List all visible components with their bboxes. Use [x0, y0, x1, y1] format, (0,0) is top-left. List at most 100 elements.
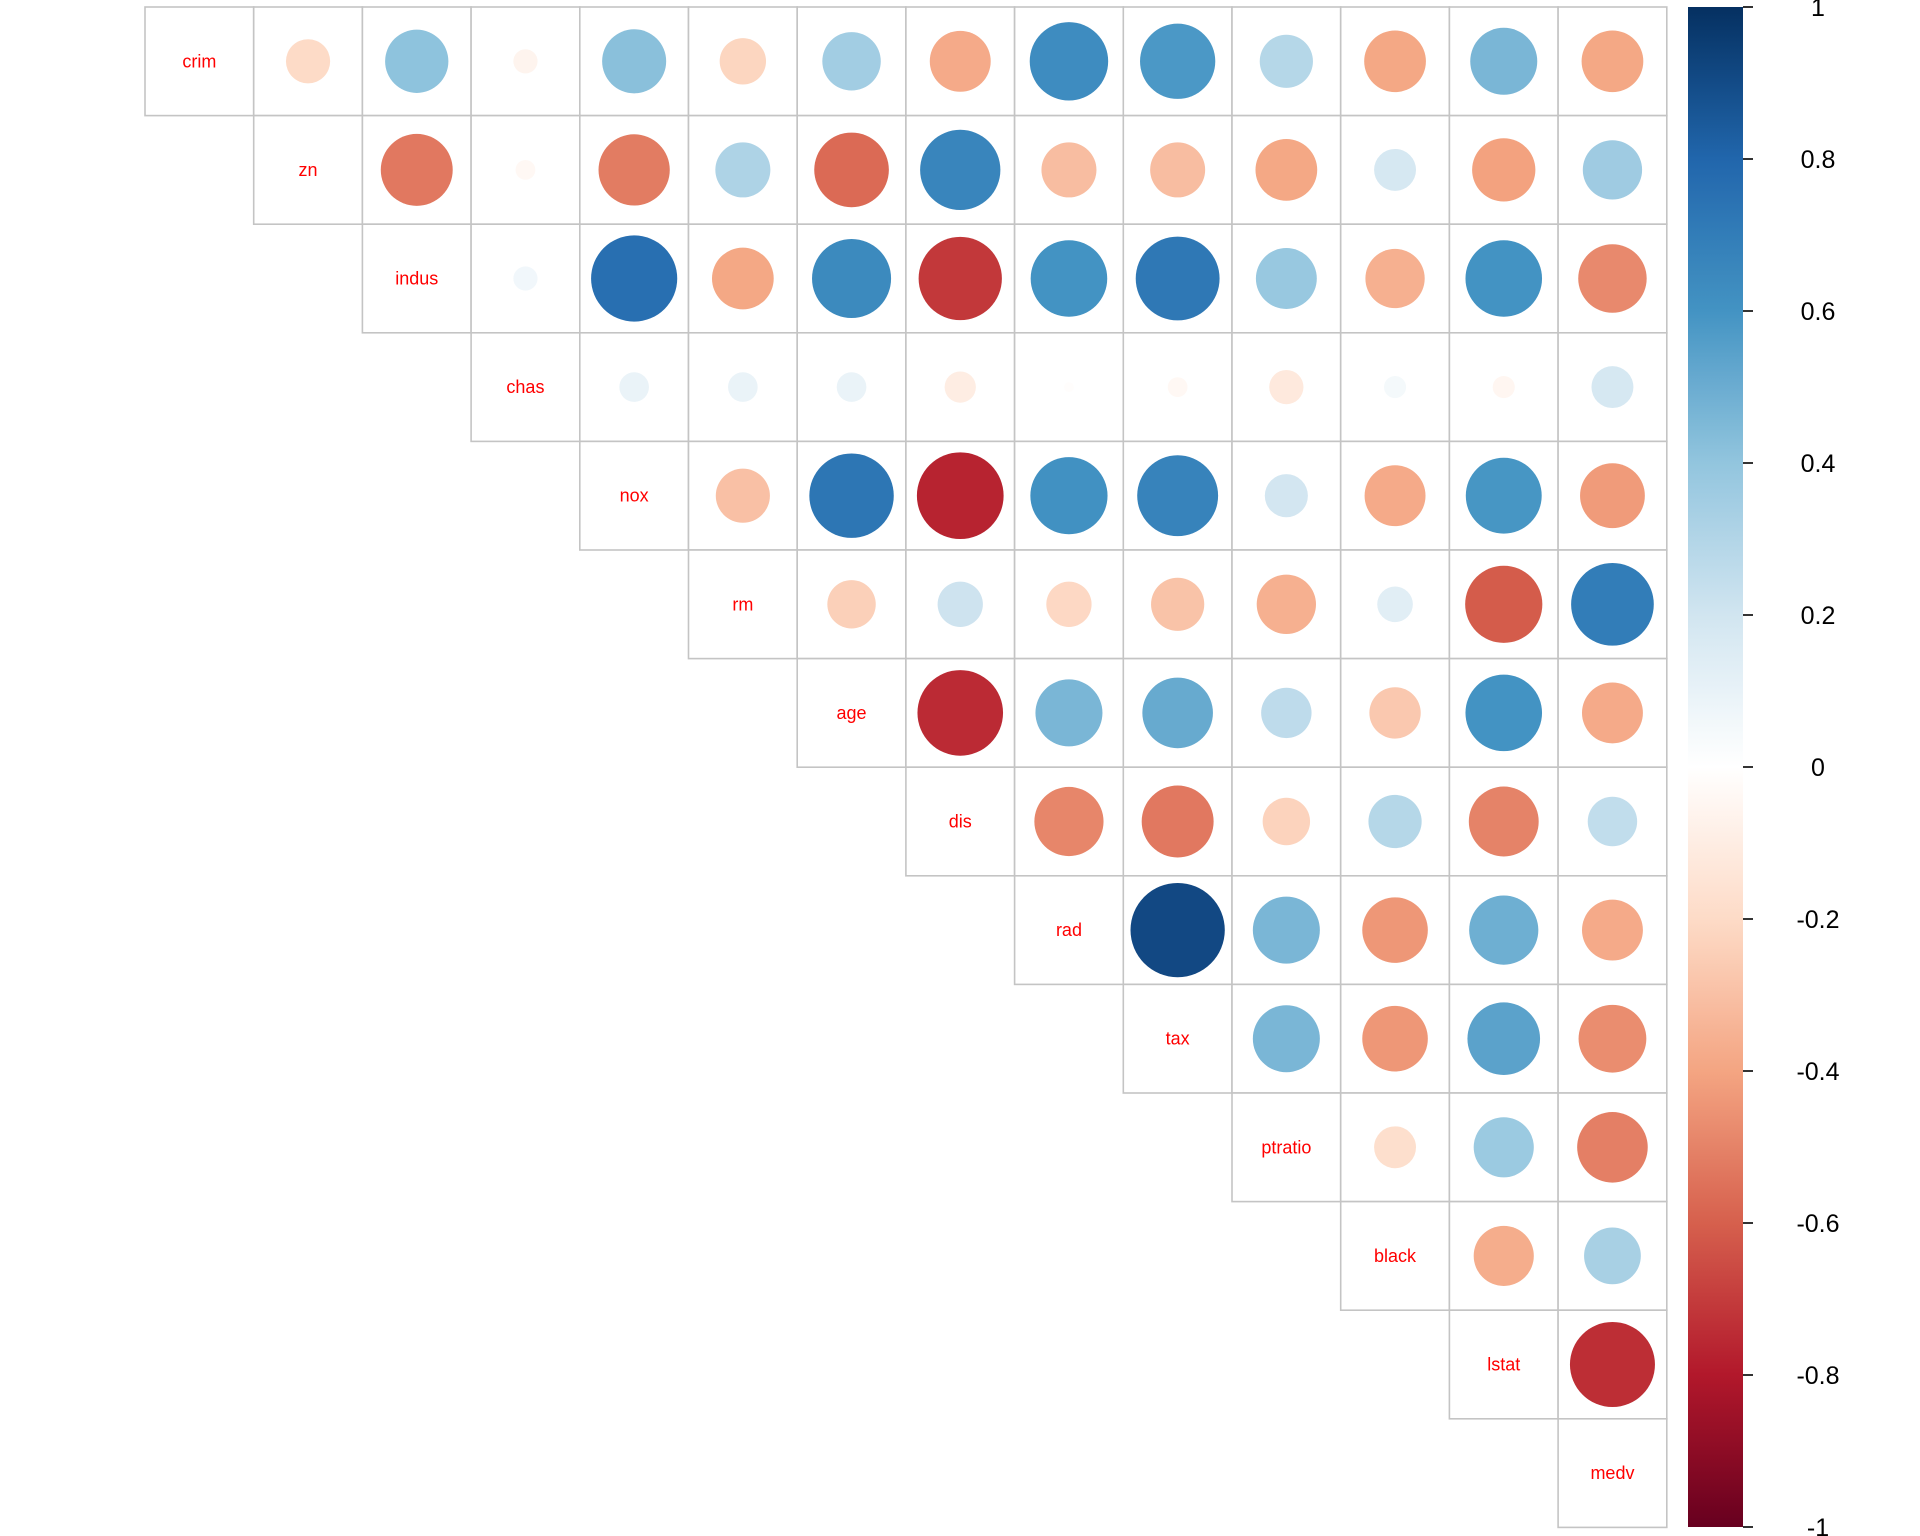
- corr-circle-lstat-medv: [1569, 1321, 1655, 1408]
- corr-circle-crim-chas: [513, 49, 538, 74]
- corr-circle-rm-lstat: [1465, 565, 1543, 643]
- corr-circle-indus-dis: [918, 236, 1002, 321]
- variable-labels: crim zn indus chas nox rm age dis rad tax ptratio b…: [182, 51, 1634, 1483]
- corr-circle-dis-rad: [1034, 786, 1104, 857]
- variable-label-rad: rad: [1056, 920, 1082, 940]
- cell-crim-medv: [1557, 6, 1668, 117]
- colorbar: 1 0.8 0.6 0.4 0.2 0 -0.2 -0.4 -0.6 -0.8 -1: [1688, 0, 1840, 1536]
- corr-circle-indus-black: [1365, 248, 1425, 309]
- corr-circle-crim-tax: [1140, 23, 1216, 99]
- corr-circle-chas-medv: [1591, 366, 1634, 409]
- corr-circle-chas-tax: [1167, 377, 1188, 397]
- cell-indus-medv: [1557, 223, 1668, 334]
- corr-circle-nox-rm: [715, 468, 770, 523]
- corr-circle-rm-black: [1377, 586, 1413, 623]
- corr-circle-crim-rm: [719, 38, 767, 85]
- colorbar-tick-label: -0.8: [1796, 1362, 1839, 1390]
- corr-circle-dis-black: [1368, 794, 1422, 849]
- corr-circle-crim-medv: [1581, 30, 1644, 93]
- corr-circle-age-ptratio: [1261, 687, 1312, 739]
- corr-circle-age-medv: [1581, 682, 1643, 744]
- corr-circle-indus-rad: [1030, 240, 1108, 317]
- corr-circle-chas-nox: [619, 372, 649, 402]
- cell-age-age: [796, 657, 907, 768]
- cell-crim-dis: [905, 6, 1016, 117]
- corr-circle-tax-lstat: [1467, 1002, 1541, 1076]
- cell-dis-dis: [905, 766, 1016, 877]
- corr-circle-indus-lstat: [1465, 240, 1543, 317]
- correlation-circles: [285, 22, 1655, 1408]
- variable-label-crim: crim: [182, 51, 216, 71]
- corr-circle-age-rad: [1035, 679, 1103, 747]
- corr-circle-rm-tax: [1151, 577, 1205, 631]
- corr-circle-zn-black: [1374, 148, 1417, 191]
- variable-label-dis: dis: [949, 812, 972, 832]
- corr-circle-zn-tax: [1150, 142, 1206, 198]
- corr-circle-dis-lstat: [1468, 786, 1539, 857]
- variable-label-ptratio: ptratio: [1261, 1137, 1311, 1157]
- corr-circle-zn-rad: [1041, 142, 1097, 198]
- corr-circle-indus-rm: [711, 247, 774, 310]
- colorbar-gradient: [1688, 7, 1743, 1527]
- corr-circle-rm-medv: [1571, 562, 1654, 646]
- corr-circle-nox-ptratio: [1264, 474, 1308, 518]
- corr-circle-nox-medv: [1580, 463, 1645, 529]
- corr-circle-ptratio-lstat: [1473, 1117, 1534, 1178]
- variable-label-lstat: lstat: [1487, 1355, 1520, 1375]
- corr-circle-tax-black: [1362, 1005, 1428, 1072]
- corr-circle-indus-tax: [1135, 236, 1220, 321]
- corr-circle-black-medv: [1584, 1227, 1641, 1285]
- variable-label-nox: nox: [620, 486, 649, 506]
- cell-chas-chas: [470, 331, 581, 443]
- corr-circle-zn-medv: [1582, 140, 1643, 200]
- corr-circle-nox-dis: [916, 452, 1004, 540]
- corr-circle-nox-rad: [1030, 457, 1108, 535]
- cell-medv-medv: [1557, 1418, 1668, 1529]
- cell-crim-crim: [144, 6, 255, 117]
- corr-circle-age-black: [1369, 687, 1421, 739]
- corr-circle-rad-medv: [1581, 899, 1643, 961]
- variable-label-zn: zn: [299, 160, 318, 180]
- cell-black-black: [1339, 1200, 1451, 1311]
- corr-circle-crim-ptratio: [1259, 34, 1313, 88]
- colorbar-tick-label: -0.4: [1796, 1058, 1839, 1086]
- corr-circle-zn-ptratio: [1255, 139, 1318, 201]
- corr-circle-zn-lstat: [1472, 138, 1536, 202]
- colorbar-tick-label: 1: [1811, 0, 1825, 22]
- corr-circle-tax-medv: [1578, 1004, 1647, 1073]
- colorbar-tick-label: -0.6: [1796, 1210, 1839, 1238]
- variable-label-age: age: [837, 703, 867, 723]
- corr-circle-age-tax: [1142, 677, 1213, 749]
- colorbar-tick-label: 0.6: [1801, 298, 1836, 326]
- corr-circle-rad-tax: [1130, 882, 1225, 978]
- variable-label-tax: tax: [1166, 1029, 1190, 1049]
- corr-circle-crim-dis: [929, 30, 991, 92]
- corr-circle-indus-ptratio: [1255, 248, 1317, 309]
- colorbar-tick-label: 0: [1811, 754, 1825, 782]
- corr-circle-zn-nox: [598, 134, 670, 206]
- corr-circle-dis-ptratio: [1262, 797, 1311, 846]
- cell-tax-tax: [1122, 983, 1233, 1094]
- cell-rad-rad: [1013, 874, 1125, 986]
- colorbar-tick-label: 0.2: [1801, 602, 1836, 630]
- corr-circle-zn-indus: [380, 133, 453, 206]
- corr-circle-crim-zn: [285, 39, 331, 84]
- grid-cells: [144, 6, 1668, 1529]
- corr-circle-nox-tax: [1137, 455, 1219, 537]
- cell-zn-rad: [1013, 114, 1125, 225]
- corr-circle-tax-ptratio: [1252, 1005, 1320, 1073]
- cell-rm-rm: [687, 549, 798, 660]
- corr-circle-chas-ptratio: [1269, 369, 1304, 405]
- corr-circle-indus-chas: [513, 266, 538, 291]
- cell-ptratio-ptratio: [1231, 1092, 1342, 1203]
- corr-circle-black-lstat: [1473, 1225, 1534, 1286]
- corr-circle-rad-ptratio: [1252, 896, 1320, 964]
- corr-circle-rm-age: [827, 580, 876, 629]
- corr-circle-chas-age: [836, 372, 867, 402]
- corr-circle-zn-dis: [920, 129, 1001, 211]
- corr-circle-indus-nox: [591, 235, 678, 322]
- corr-circle-rm-dis: [937, 581, 983, 627]
- corr-circle-crim-age: [822, 32, 881, 91]
- corr-circle-crim-nox: [602, 29, 667, 94]
- cell-nox-nox: [578, 440, 690, 551]
